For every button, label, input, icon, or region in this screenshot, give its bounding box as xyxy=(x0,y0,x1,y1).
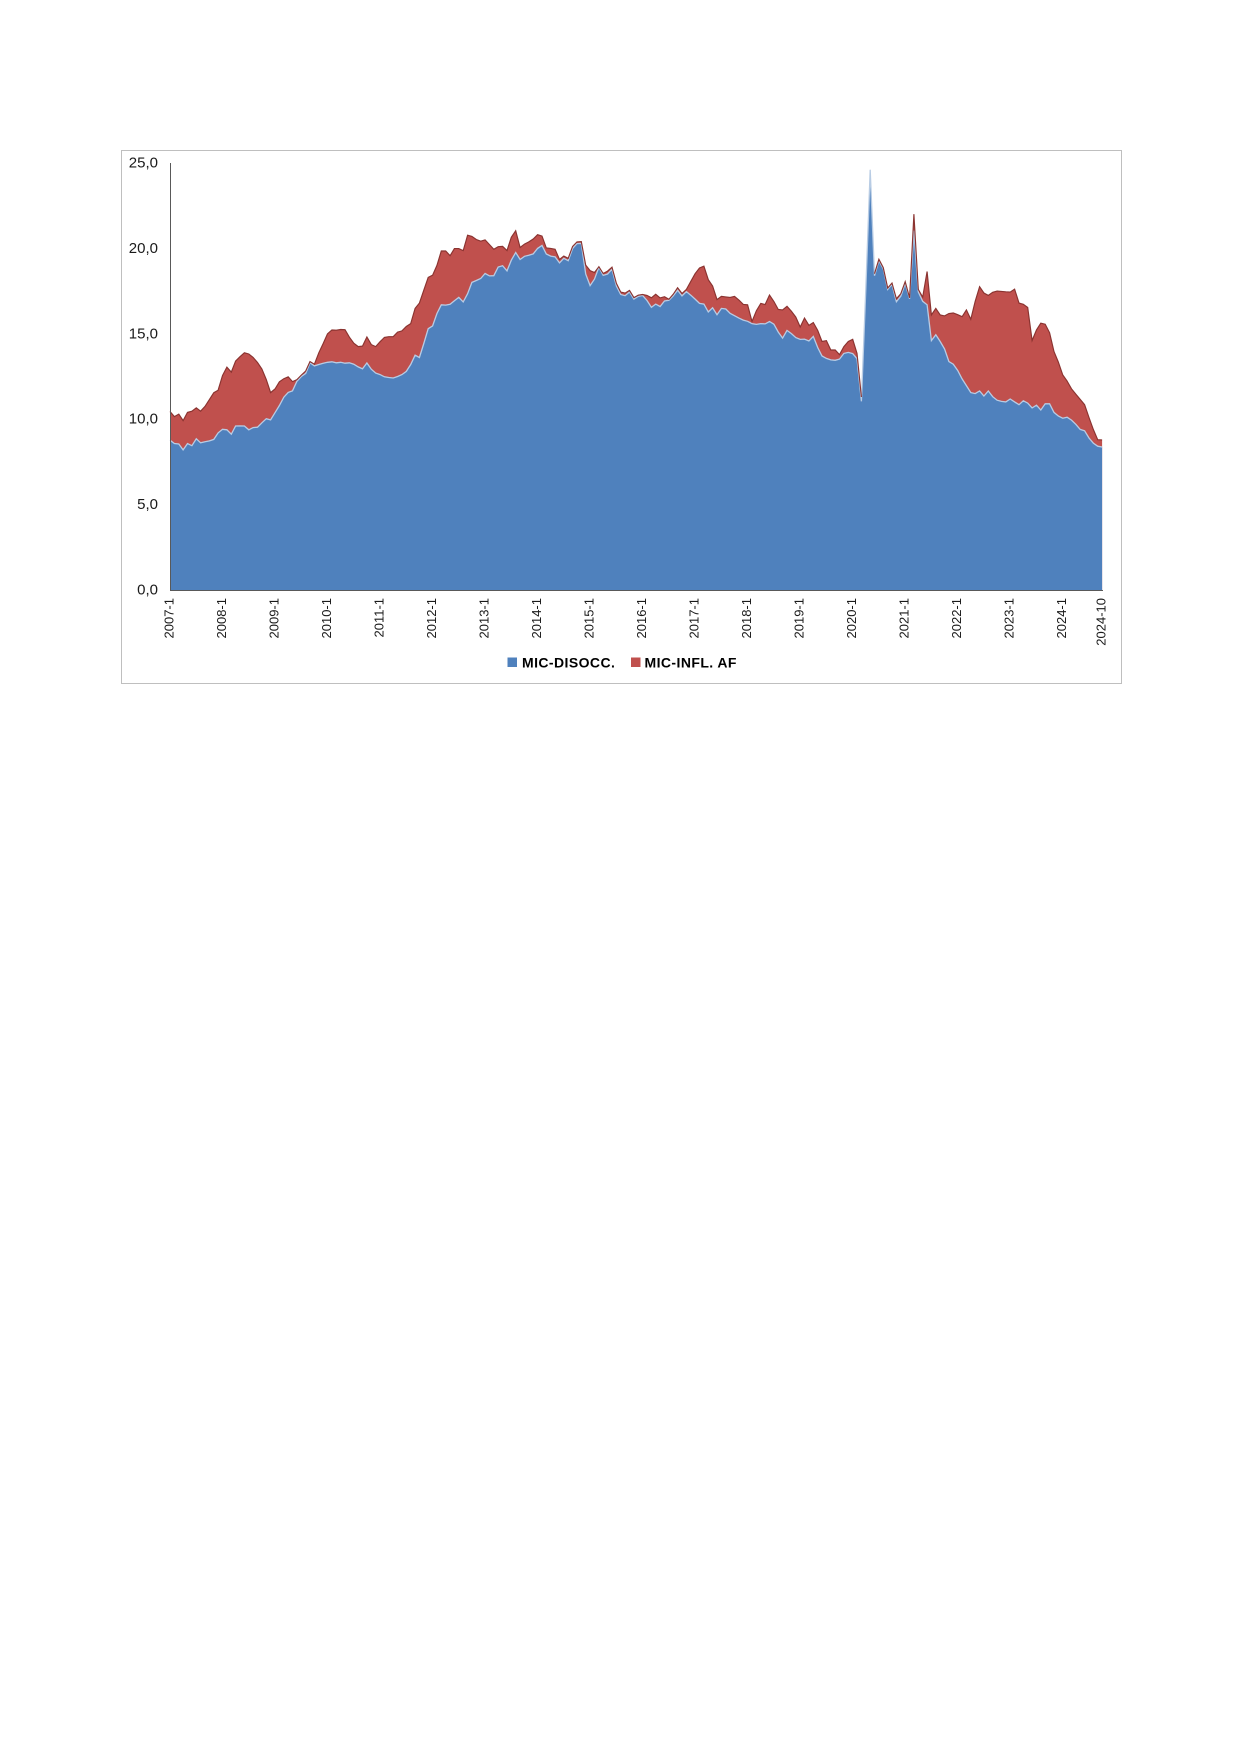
svg-text:MIC-DISOCC.: MIC-DISOCC. xyxy=(522,655,615,671)
svg-text:5,0: 5,0 xyxy=(137,496,158,513)
svg-text:20,0: 20,0 xyxy=(129,240,158,257)
svg-text:0,0: 0,0 xyxy=(137,581,158,598)
svg-text:2019-1: 2019-1 xyxy=(792,598,807,638)
svg-text:2017-1: 2017-1 xyxy=(687,598,702,638)
svg-text:2015-1: 2015-1 xyxy=(582,598,597,638)
svg-text:2014-1: 2014-1 xyxy=(529,598,544,638)
svg-text:2021-1: 2021-1 xyxy=(897,598,912,638)
svg-text:2024-1: 2024-1 xyxy=(1054,598,1069,638)
svg-text:2024-10: 2024-10 xyxy=(1094,598,1109,646)
svg-text:MIC-INFL. AF: MIC-INFL. AF xyxy=(645,655,737,671)
svg-text:2018-1: 2018-1 xyxy=(739,598,754,638)
svg-text:2020-1: 2020-1 xyxy=(844,598,859,638)
svg-text:2013-1: 2013-1 xyxy=(477,598,492,638)
svg-text:25,0: 25,0 xyxy=(129,154,158,171)
svg-text:2016-1: 2016-1 xyxy=(634,598,649,638)
svg-text:2022-1: 2022-1 xyxy=(949,598,964,638)
svg-text:15,0: 15,0 xyxy=(129,325,158,342)
svg-text:2023-1: 2023-1 xyxy=(1002,598,1017,638)
svg-text:2011-1: 2011-1 xyxy=(372,598,387,638)
svg-text:2012-1: 2012-1 xyxy=(424,598,439,638)
svg-text:2007-1: 2007-1 xyxy=(161,598,176,638)
svg-text:2010-1: 2010-1 xyxy=(319,598,334,638)
svg-text:10,0: 10,0 xyxy=(129,411,158,428)
svg-text:2009-1: 2009-1 xyxy=(266,598,281,638)
svg-text:2008-1: 2008-1 xyxy=(214,598,229,638)
